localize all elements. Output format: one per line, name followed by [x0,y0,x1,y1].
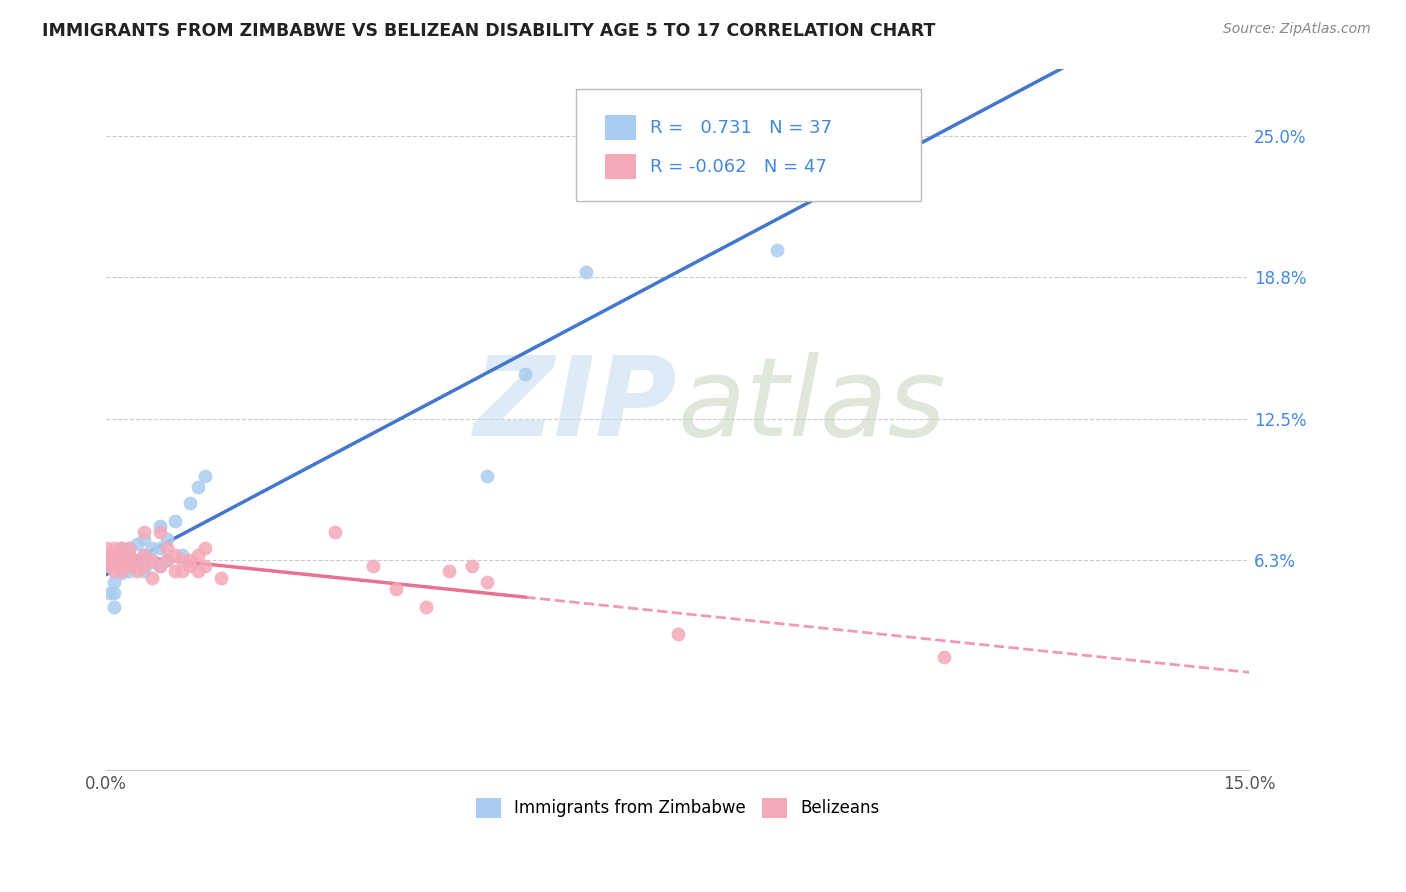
Point [125,552,148,566]
Point [148,518,170,533]
Point [103,548,125,562]
Point [118,548,141,562]
Point [110,555,132,569]
Point [96,541,118,556]
Text: IMMIGRANTS FROM ZIMBABWE VS BELIZEAN DISABILITY AGE 5 TO 17 CORRELATION CHART: IMMIGRANTS FROM ZIMBABWE VS BELIZEAN DIS… [42,22,935,40]
Point [148,525,170,540]
Point [118,548,141,562]
Point [103,559,125,574]
Point [107,552,129,566]
Point [187,548,209,562]
Point [118,555,141,569]
Point [110,566,132,581]
Point [103,575,125,590]
Point [134,564,156,578]
Point [103,555,125,569]
Point [415,600,437,615]
Point [134,548,156,562]
Point [103,586,125,600]
Point [98,586,121,600]
Point [110,555,132,569]
Point [148,559,170,574]
Point [156,541,179,556]
Point [575,265,598,279]
Point [118,552,141,566]
Point [187,480,209,494]
Point [96,555,118,569]
Text: atlas: atlas [678,351,946,458]
Point [103,564,125,578]
Point [118,541,141,556]
Point [477,468,499,483]
Point [156,552,179,566]
Point [163,548,186,562]
Point [134,559,156,574]
Point [98,559,121,574]
Point [666,627,689,641]
Point [110,541,132,556]
Point [118,559,141,574]
Text: R =   0.731   N = 37: R = 0.731 N = 37 [650,119,832,136]
Point [134,532,156,546]
Point [118,541,141,556]
Point [118,564,141,578]
Point [194,541,217,556]
Text: Source: ZipAtlas.com: Source: ZipAtlas.com [1223,22,1371,37]
Point [148,559,170,574]
Point [141,541,163,556]
Point [194,468,217,483]
Point [96,548,118,562]
Point [148,541,170,556]
Point [209,571,232,585]
Point [172,548,194,562]
Point [818,134,841,148]
Point [765,243,787,257]
Point [141,555,163,569]
Point [172,564,194,578]
Point [134,548,156,562]
Point [110,548,132,562]
Point [156,532,179,546]
Text: ZIP: ZIP [474,351,678,458]
Point [163,514,186,528]
Point [361,559,384,574]
Point [172,552,194,566]
Text: R = -0.062   N = 47: R = -0.062 N = 47 [650,158,827,176]
Point [179,559,201,574]
Point [141,571,163,585]
Point [461,559,484,574]
Point [437,564,460,578]
Point [98,559,121,574]
Legend: Immigrants from Zimbabwe, Belizeans: Immigrants from Zimbabwe, Belizeans [468,791,887,825]
Point [194,559,217,574]
Point [134,525,156,540]
Point [103,600,125,615]
Point [515,367,537,381]
Point [110,564,132,578]
Point [179,552,201,566]
Point [156,552,179,566]
Point [125,559,148,574]
Point [110,541,132,556]
Point [934,649,956,664]
Point [125,564,148,578]
Point [187,564,209,578]
Point [179,496,201,510]
Point [477,575,499,590]
Point [163,564,186,578]
Point [323,525,346,540]
Point [103,541,125,556]
Point [110,548,132,562]
Point [384,582,406,596]
Point [125,537,148,551]
Point [141,552,163,566]
